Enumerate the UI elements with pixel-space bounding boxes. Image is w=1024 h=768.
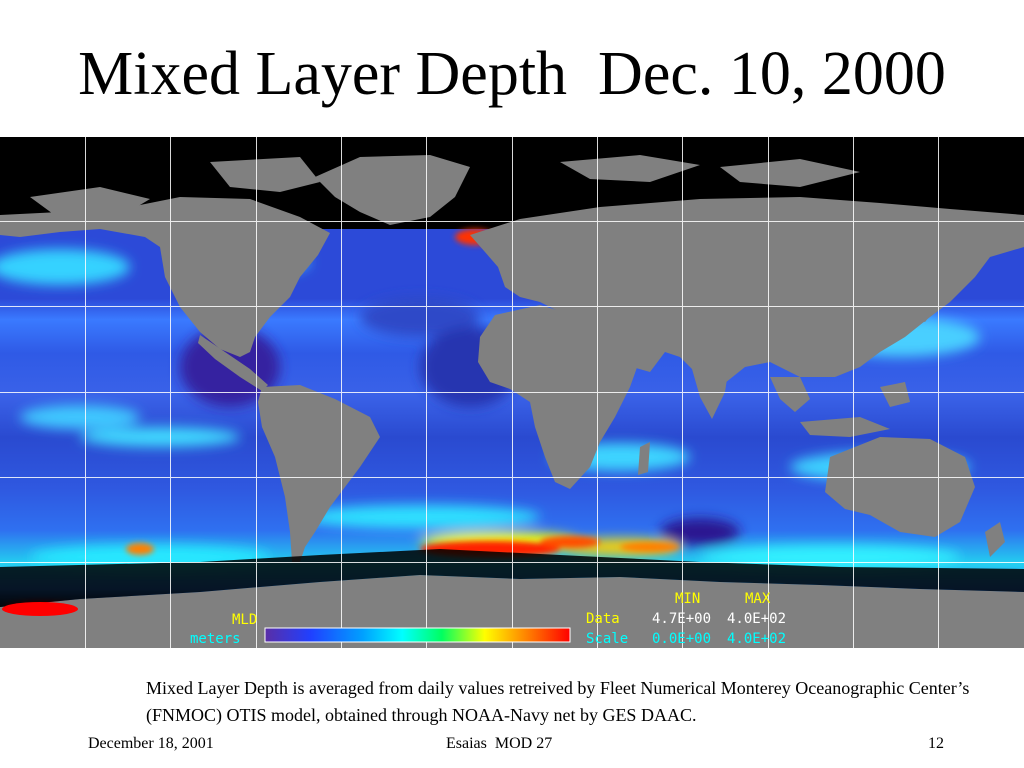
legend-data-label: Data [586,611,620,627]
ross-sea-high-mld [2,602,78,616]
colorbar [264,627,571,643]
map-caption: Mixed Layer Depth is averaged from daily… [146,678,970,725]
footer-presenter: Esaias MOD 27 [446,735,553,752]
map-graphic [0,137,1024,648]
page-number: 12 [928,735,944,752]
legend-max-header: MAX [745,591,771,607]
lat-lon-grid [0,137,1024,648]
footer-date: December 18, 2001 [88,735,214,752]
slide-title: Mixed Layer Depth Dec. 10, 2000 [78,40,946,108]
legend-data-min: 4.7E+00 [652,611,712,627]
mld-world-map: MLD meters MIN MAX Data 4.7E+00 4.0E+02 … [0,137,1024,648]
legend-scale-max: 4.0E+02 [727,631,787,647]
legend-scale-label: Scale [586,631,629,647]
legend-scale-min: 0.0E+00 [652,631,712,647]
legend-data-max: 4.0E+02 [727,611,787,627]
legend-variable-label: MLD [232,612,258,628]
legend-min-header: MIN [675,591,701,607]
legend-units-label: meters [190,631,241,647]
